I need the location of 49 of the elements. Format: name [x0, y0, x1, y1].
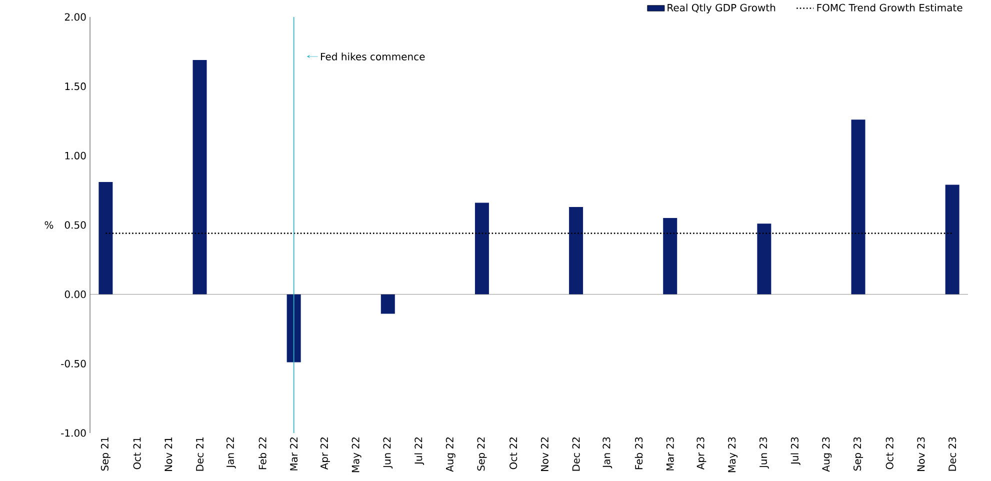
y-tick-label: -0.50 — [61, 360, 86, 368]
bar — [663, 218, 678, 294]
bar — [192, 60, 207, 294]
x-tick-label: Nov 21 — [164, 437, 172, 471]
y-tick-label: 2.00 — [64, 13, 86, 21]
x-tick-label: Feb 22 — [258, 438, 266, 470]
x-tick-label: Sep 21 — [100, 437, 110, 471]
x-tick-label: Sep 22 — [477, 438, 487, 471]
x-tick-label: May 23 — [728, 437, 738, 472]
x-tick-label: Nov 22 — [540, 438, 548, 471]
x-tick-label: Jul 22 — [414, 438, 424, 466]
x-tick-label: Jun 23 — [759, 437, 769, 469]
x-tick-label: Nov 23 — [917, 437, 925, 471]
x-tick-label: Jan 22 — [226, 438, 236, 468]
legend-label: FOMC Trend Growth Estimate — [817, 4, 962, 12]
bar — [851, 120, 866, 294]
y-tick-label: -1.00 — [61, 429, 86, 437]
x-tick-label: Mar 22 — [290, 438, 298, 470]
bar — [380, 294, 395, 314]
bar — [474, 202, 489, 294]
x-tick-label: Mar 23 — [666, 437, 674, 470]
x-tick-label: Aug 23 — [822, 437, 832, 472]
y-tick-label: 1.50 — [65, 82, 86, 90]
x-tick-label: Jul 23 — [790, 437, 800, 466]
x-tick-label: Feb 23 — [634, 437, 643, 470]
x-tick-label: Jun 22 — [383, 438, 393, 469]
bar — [286, 294, 301, 362]
y-tick-label: 0.50 — [64, 221, 86, 229]
x-tick-label: Dec 23 — [948, 437, 956, 471]
ref-line-label: Fed hikes commence — [321, 52, 425, 60]
y-axis-title: % — [44, 221, 54, 229]
bar — [569, 206, 584, 294]
bar — [98, 182, 113, 294]
x-tick-label: Dec 21 — [196, 437, 204, 471]
y-tick-label: 1.00 — [65, 152, 86, 160]
y-tick-label: 0.00 — [64, 290, 86, 298]
x-tick-label: May 22 — [352, 438, 362, 472]
x-tick-label: Jan 23 — [602, 437, 612, 468]
x-tick-label: Oct 22 — [510, 438, 518, 470]
x-tick-label: Aug 22 — [446, 438, 456, 472]
x-tick-label: Sep 23 — [853, 437, 864, 471]
x-tick-label: Apr 22 — [320, 438, 330, 470]
x-tick-label: Dec 22 — [572, 438, 580, 471]
bar — [945, 184, 960, 294]
legend-label: Real Qtly GDP Growth — [668, 4, 776, 14]
bar — [757, 224, 772, 294]
x-tick-label: Oct 23 — [886, 437, 894, 470]
x-tick-label: Oct 21 — [133, 437, 141, 470]
x-tick-label: Apr 23 — [696, 437, 706, 470]
